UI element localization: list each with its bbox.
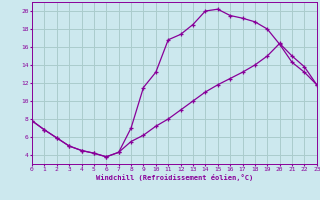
X-axis label: Windchill (Refroidissement éolien,°C): Windchill (Refroidissement éolien,°C) bbox=[96, 174, 253, 181]
